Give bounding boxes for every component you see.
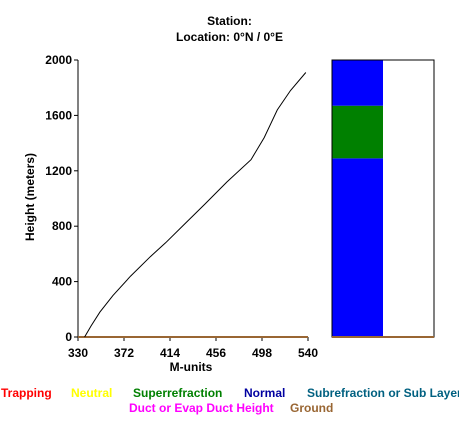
refraction-blank-panel xyxy=(383,60,434,337)
y-tick-label: 1600 xyxy=(45,108,72,122)
y-tick-label: 1200 xyxy=(45,164,72,178)
legend-item-neutral: Neutral xyxy=(71,386,113,400)
x-tick-label: 498 xyxy=(252,346,272,360)
location-title: Location: 0°N / 0°E xyxy=(176,30,283,44)
legend-item-superrefraction: Superrefraction xyxy=(133,386,223,400)
legend-item-subrefraction: Subrefraction or Sub Layer xyxy=(307,386,459,400)
y-tick-label: 0 xyxy=(65,330,72,344)
legend-item-duct-height: Duct or Evap Duct Height xyxy=(129,401,274,415)
m-profile-line xyxy=(84,72,307,338)
x-tick-label: 540 xyxy=(298,346,318,360)
x-tick-label: 456 xyxy=(206,346,226,360)
x-tick-label: 414 xyxy=(160,346,180,360)
legend-item-ground: Ground xyxy=(290,401,334,415)
y-tick-label: 400 xyxy=(52,275,72,289)
refractivity-chart: 0 400 800 1200 1600 2000 330 372 414 456 498 540 xyxy=(45,53,435,360)
legend-item-normal: Normal xyxy=(244,386,286,400)
refraction-segment xyxy=(332,105,383,159)
y-tick-label: 2000 xyxy=(45,53,72,67)
x-axis-label: M-units xyxy=(169,360,213,374)
refraction-segment xyxy=(332,60,383,106)
x-tick-label: 372 xyxy=(114,346,134,360)
refraction-segment xyxy=(332,158,383,337)
legend-item-trapping: Trapping xyxy=(1,386,52,400)
y-tick-label: 800 xyxy=(52,219,72,233)
x-tick-label: 330 xyxy=(68,346,88,360)
station-title: Station: xyxy=(207,14,252,28)
